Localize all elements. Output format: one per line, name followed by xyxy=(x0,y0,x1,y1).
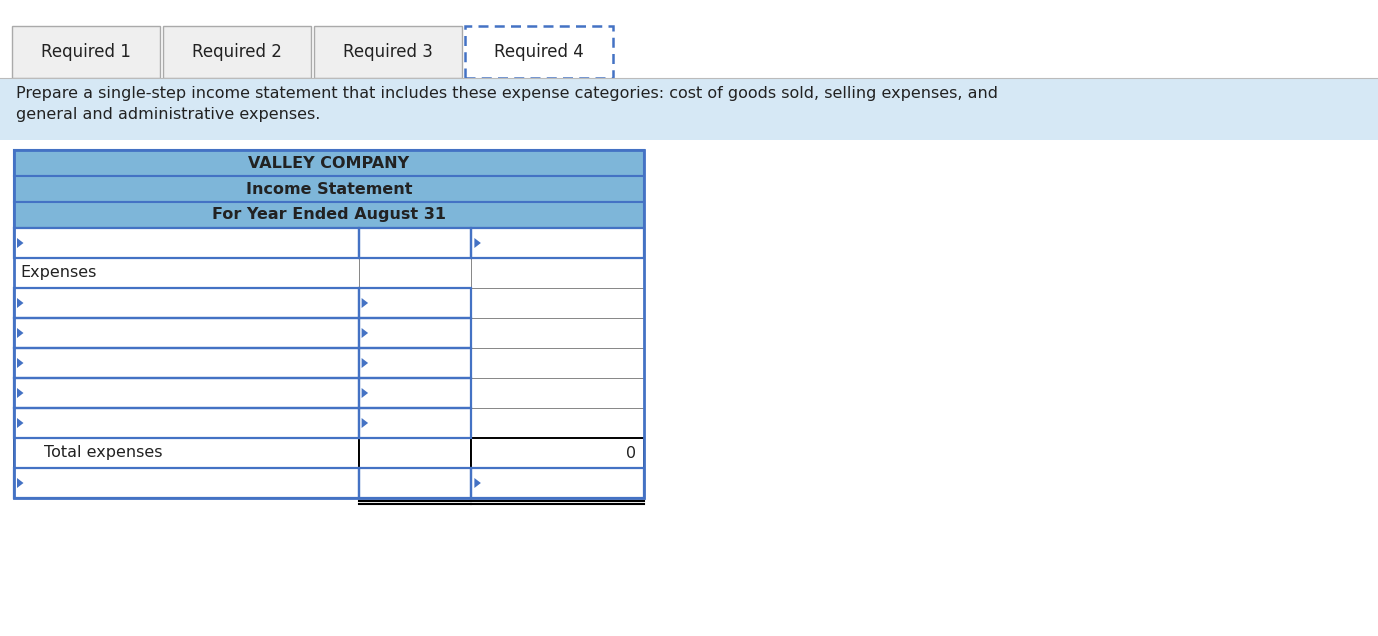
Bar xyxy=(464,26,613,78)
Bar xyxy=(14,288,358,318)
Polygon shape xyxy=(17,298,23,308)
Polygon shape xyxy=(474,478,481,488)
Bar xyxy=(358,318,471,348)
Bar xyxy=(471,438,644,468)
Bar xyxy=(14,318,358,348)
Bar xyxy=(14,202,644,228)
Text: Required 2: Required 2 xyxy=(192,43,282,61)
Bar xyxy=(14,288,358,318)
Polygon shape xyxy=(361,418,368,428)
Bar xyxy=(314,26,462,78)
Bar xyxy=(14,318,358,348)
Bar xyxy=(14,378,358,408)
Text: Income Statement: Income Statement xyxy=(245,181,412,197)
Text: For Year Ended August 31: For Year Ended August 31 xyxy=(212,207,446,223)
Polygon shape xyxy=(17,478,23,488)
Polygon shape xyxy=(361,328,368,338)
Bar xyxy=(358,408,471,438)
Bar xyxy=(358,378,471,408)
Text: Required 3: Required 3 xyxy=(343,43,433,61)
Text: Expenses: Expenses xyxy=(21,265,96,280)
Bar xyxy=(14,348,358,378)
Text: Prepare a single-step income statement that includes these expense categories: c: Prepare a single-step income statement t… xyxy=(17,86,998,122)
Polygon shape xyxy=(474,238,481,248)
Bar xyxy=(14,228,358,258)
Polygon shape xyxy=(17,238,23,248)
Bar xyxy=(358,378,471,408)
Polygon shape xyxy=(361,298,368,308)
Bar xyxy=(358,288,471,318)
Bar xyxy=(0,78,1378,140)
Bar xyxy=(14,378,358,408)
Bar xyxy=(471,408,644,438)
Bar xyxy=(14,468,358,498)
Text: Total expenses: Total expenses xyxy=(44,445,163,460)
Bar xyxy=(14,438,358,468)
Bar xyxy=(358,288,471,318)
Bar xyxy=(14,258,358,288)
Bar xyxy=(12,26,160,78)
Polygon shape xyxy=(361,358,368,368)
Bar xyxy=(471,378,644,408)
Bar xyxy=(14,408,358,438)
Bar xyxy=(358,258,471,288)
Bar xyxy=(14,150,644,498)
Bar xyxy=(358,468,471,498)
Polygon shape xyxy=(17,388,23,398)
Bar xyxy=(471,288,644,318)
Bar xyxy=(471,468,644,498)
Bar xyxy=(14,348,358,378)
Bar xyxy=(358,318,471,348)
Bar xyxy=(14,228,358,258)
Bar xyxy=(471,228,644,258)
Bar xyxy=(358,228,471,258)
Bar xyxy=(358,228,471,258)
Bar xyxy=(163,26,311,78)
Bar xyxy=(471,228,644,258)
Text: VALLEY COMPANY: VALLEY COMPANY xyxy=(248,155,409,170)
Bar xyxy=(471,318,644,348)
Text: Required 1: Required 1 xyxy=(41,43,131,61)
Bar xyxy=(14,468,358,498)
Bar xyxy=(471,258,644,288)
Bar xyxy=(358,468,471,498)
Bar xyxy=(14,408,358,438)
Bar xyxy=(358,348,471,378)
Polygon shape xyxy=(17,358,23,368)
Bar xyxy=(358,348,471,378)
Bar xyxy=(471,468,644,498)
Bar xyxy=(14,176,644,202)
Bar xyxy=(358,408,471,438)
Bar xyxy=(14,150,644,176)
Polygon shape xyxy=(361,388,368,398)
Polygon shape xyxy=(17,328,23,338)
Text: Required 4: Required 4 xyxy=(495,43,584,61)
Bar xyxy=(471,348,644,378)
Polygon shape xyxy=(17,418,23,428)
Bar xyxy=(358,438,471,468)
Text: 0: 0 xyxy=(626,445,637,460)
